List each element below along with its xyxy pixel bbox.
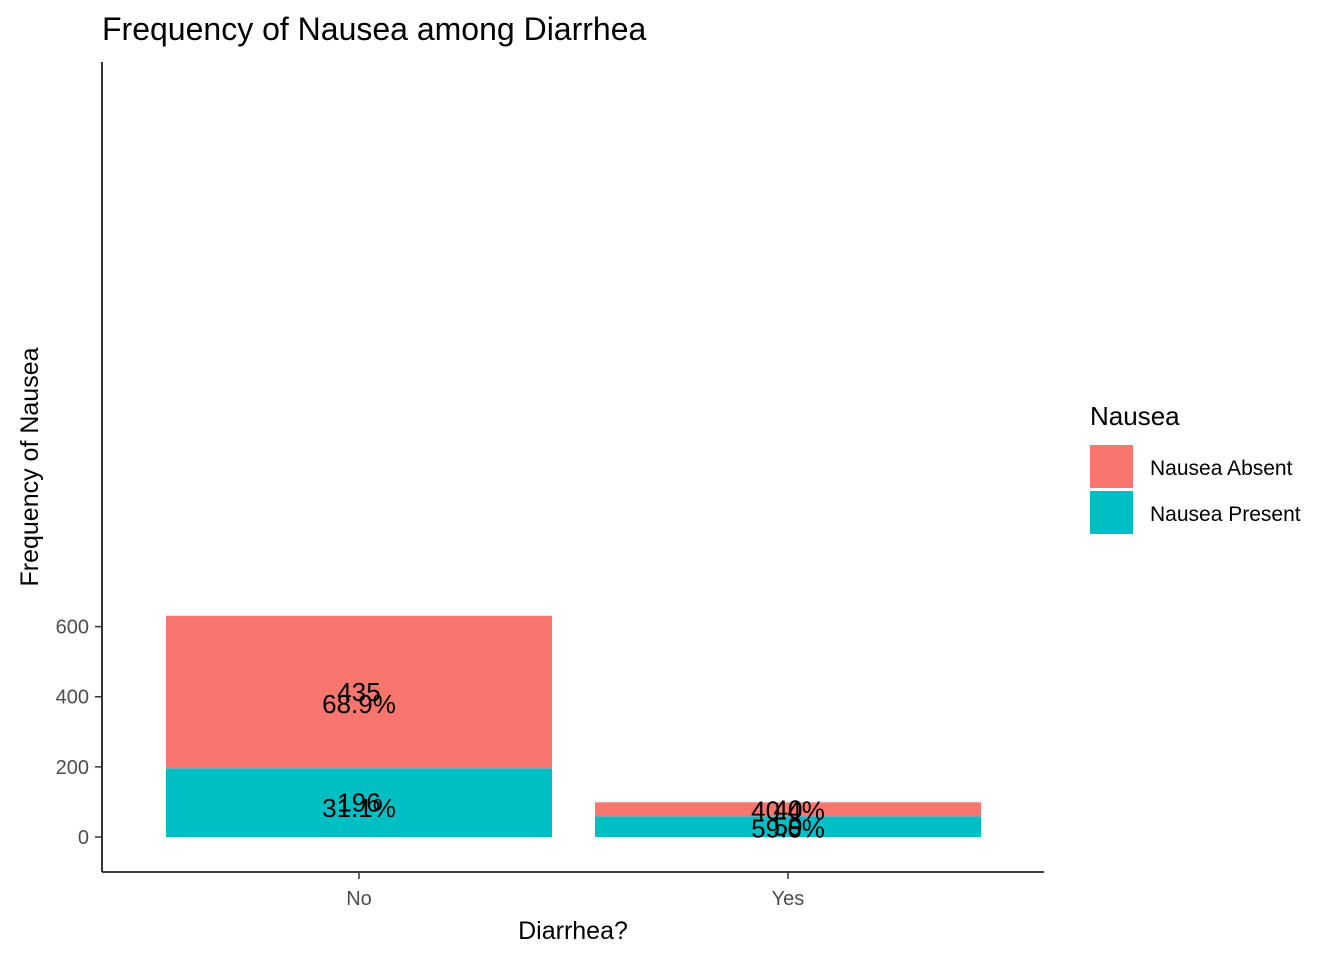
legend-label: Nausea Present [1150, 503, 1301, 526]
y-tick-label: 400 [56, 687, 89, 709]
count-label: 196 [337, 788, 380, 818]
x-tick-label: Yes [772, 888, 805, 910]
y-ticks: 0 200 400 600 [56, 617, 102, 849]
percent-label: 31.1% [322, 793, 396, 823]
y-tick-label: 200 [56, 757, 89, 779]
y-axis-title: Frequency of Nausea [16, 347, 44, 586]
legend-label: Nausea Absent [1150, 457, 1293, 480]
count-label: 40 [774, 794, 803, 824]
legend-key-nausea-absent [1090, 445, 1133, 488]
x-ticks: No Yes [346, 872, 804, 910]
y-tick-label: 0 [78, 827, 89, 849]
legend-key-nausea-present [1090, 491, 1133, 534]
bar-yes-nausea-absent [595, 802, 981, 817]
bar-no-nausea-present [166, 768, 552, 837]
legend-title: Nausea [1090, 401, 1180, 431]
percent-label: 40.4% [751, 795, 825, 825]
x-axis-title: Diarrhea? [518, 917, 628, 945]
x-tick-label: No [346, 888, 372, 910]
bar-no-nausea-absent [166, 615, 552, 769]
bar-yes-nausea-present [595, 816, 981, 837]
count-label: 59 [774, 812, 803, 842]
percent-label: 59.6% [751, 813, 825, 843]
y-tick-label: 600 [56, 617, 89, 639]
count-label: 435 [337, 677, 380, 707]
percent-label: 68.9% [322, 689, 396, 719]
bars-layer [166, 615, 981, 837]
legend: Nausea Nausea Absent Nausea Present [1090, 401, 1301, 534]
chart-title: Frequency of Nausea among Diarrhea [102, 11, 647, 47]
legend-items: Nausea Absent Nausea Present [1090, 445, 1301, 534]
